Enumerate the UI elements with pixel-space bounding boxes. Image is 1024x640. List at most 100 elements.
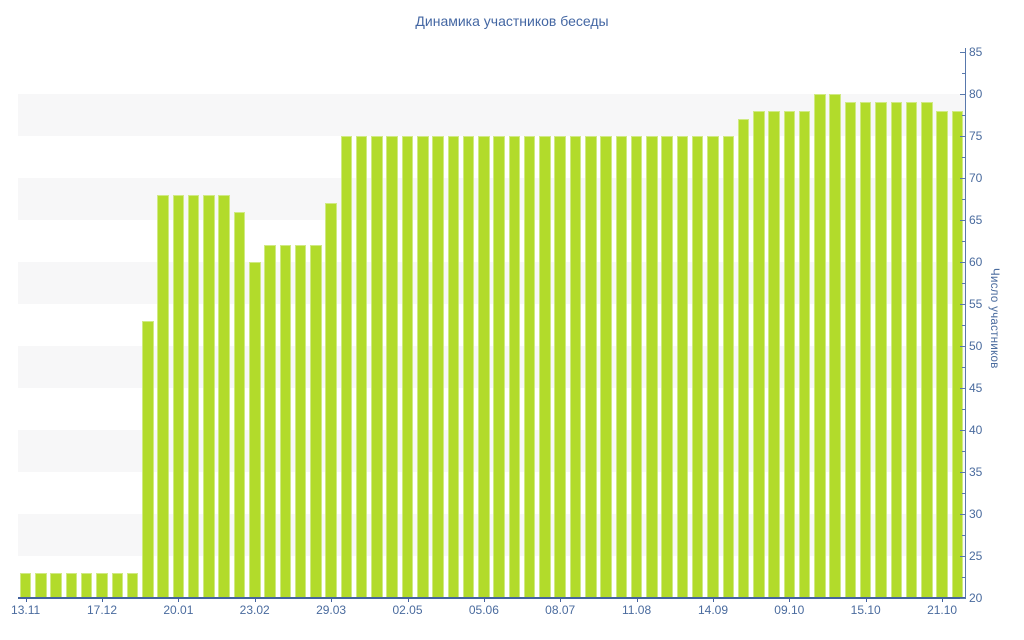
bar-11	[172, 194, 185, 598]
bar-14	[218, 194, 230, 598]
y-minor-tick	[962, 451, 965, 452]
bar-27	[417, 136, 429, 598]
bar-22	[340, 136, 353, 598]
y-major-tick	[960, 304, 965, 305]
y-axis-label: 45	[969, 381, 983, 395]
y-minor-tick	[962, 199, 965, 200]
bar-6	[96, 572, 108, 598]
x-tick	[713, 598, 714, 602]
bar-3	[50, 572, 62, 598]
y-axis-label: 60	[969, 255, 983, 269]
bar-28	[432, 136, 444, 598]
y-minor-tick	[962, 73, 965, 74]
bar-23	[355, 136, 368, 598]
bar-39	[600, 136, 612, 598]
x-axis-label: 05.06	[468, 603, 499, 617]
bar-33	[508, 136, 521, 598]
y-minor-tick	[962, 577, 965, 578]
y-major-tick	[960, 136, 965, 137]
y-axis-label: 40	[969, 423, 983, 437]
y-minor-tick	[962, 283, 965, 284]
bar-40	[615, 136, 628, 598]
x-axis-label: 21.10	[927, 603, 958, 617]
bar-4	[65, 572, 78, 598]
bar-9	[142, 320, 154, 598]
y-axis-label: 80	[969, 87, 983, 101]
x-tick	[25, 598, 27, 602]
x-axis-label: 14.09	[697, 603, 729, 617]
y-axis-line	[965, 48, 966, 599]
bar-37	[569, 136, 582, 598]
bar-12	[187, 194, 200, 598]
bar-5	[80, 572, 93, 598]
bar-41	[630, 136, 643, 598]
y-axis-label: 50	[969, 339, 983, 353]
bar-52	[798, 110, 811, 598]
x-axis-label: 23.02	[239, 603, 270, 617]
x-axis-label: 29.03	[316, 603, 347, 617]
x-axis-label: 20.01	[163, 603, 194, 617]
bar-54	[829, 94, 841, 598]
bar-16	[249, 262, 261, 598]
y-major-tick	[960, 178, 965, 179]
bar-17	[264, 245, 276, 598]
bar-25	[386, 136, 398, 598]
x-tick	[102, 598, 103, 602]
bar-10	[157, 194, 169, 598]
bar-46	[707, 136, 719, 598]
bar-42	[646, 136, 658, 598]
bar-35	[539, 136, 551, 598]
bar-57	[875, 102, 887, 598]
y-minor-tick	[962, 325, 965, 326]
y-major-tick	[960, 262, 965, 263]
bar-49	[753, 110, 765, 598]
bar-19	[294, 245, 307, 598]
bar-47	[722, 136, 734, 598]
bar-48	[737, 119, 750, 598]
y-minor-tick	[962, 157, 965, 158]
bar-50	[768, 110, 780, 598]
y-axis-title: Число участников	[988, 268, 1000, 369]
y-axis-label: 30	[969, 507, 983, 521]
x-tick	[178, 598, 180, 602]
bar-34	[523, 136, 536, 598]
x-axis-label: 09.10	[774, 603, 805, 617]
x-tick	[331, 598, 333, 602]
x-tick	[636, 598, 638, 602]
y-major-tick	[960, 472, 965, 473]
bar-26	[401, 136, 414, 598]
bar-53	[814, 94, 826, 598]
bar-2	[35, 572, 47, 598]
bar-36	[554, 136, 566, 598]
x-axis-label: 13.11	[11, 603, 41, 617]
chart-title: Динамика участников беседы	[415, 13, 609, 29]
x-axis-label: 15.10	[850, 603, 881, 617]
x-axis-label: 08.07	[545, 603, 576, 617]
y-minor-tick	[962, 535, 965, 536]
y-major-tick	[960, 346, 965, 347]
bar-44	[676, 136, 689, 598]
bar-55	[844, 102, 857, 598]
x-tick	[789, 598, 791, 602]
x-axis-label: 17.12	[86, 603, 118, 617]
bar-51	[783, 110, 796, 598]
y-axis-label: 85	[969, 45, 983, 59]
bar-60	[921, 102, 933, 598]
y-minor-tick	[962, 241, 965, 242]
y-axis-label: 75	[969, 129, 983, 143]
bar-18	[279, 245, 292, 598]
bar-21	[325, 203, 337, 598]
y-axis-label: 65	[969, 213, 983, 227]
y-axis-label: 55	[969, 297, 983, 311]
y-minor-tick	[962, 367, 965, 368]
bar-31	[478, 136, 490, 598]
y-major-tick	[960, 94, 965, 95]
bar-56	[859, 102, 872, 598]
y-major-tick	[960, 598, 965, 599]
y-major-tick	[960, 514, 965, 515]
y-minor-tick	[962, 115, 965, 116]
y-minor-tick	[962, 493, 965, 494]
y-axis-label: 70	[969, 171, 983, 185]
bar-61	[936, 110, 948, 598]
